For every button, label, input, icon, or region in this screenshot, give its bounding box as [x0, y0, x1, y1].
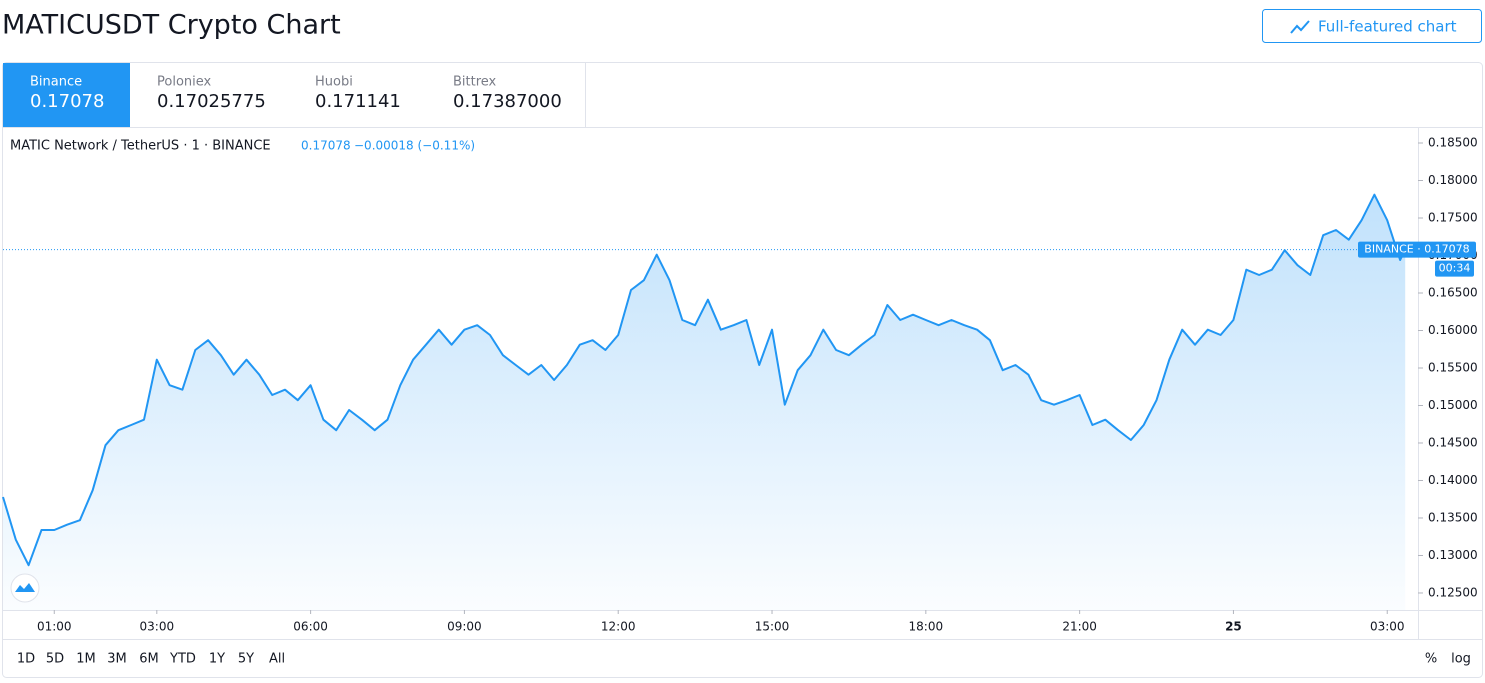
y-tick-label: 0.14500: [1428, 435, 1478, 449]
price-area: [3, 194, 1406, 610]
x-tick-label: 21:00: [1062, 620, 1097, 634]
tab-name[interactable]: Huobi: [315, 75, 353, 90]
range-button[interactable]: 5Y: [238, 652, 254, 667]
x-tick-label: 18:00: [909, 620, 944, 634]
range-button[interactable]: 1D: [17, 652, 35, 667]
x-tick-label: 06:00: [293, 620, 328, 634]
x-tick-label: 03:00: [1370, 620, 1405, 634]
y-tick-label: 0.16000: [1428, 323, 1478, 337]
y-tick-label: 0.17500: [1428, 210, 1478, 224]
page-title: MATICUSDT Crypto Chart: [2, 10, 341, 41]
x-tick-label: 15:00: [755, 620, 790, 634]
range-button[interactable]: 6M: [139, 652, 159, 667]
last-price-tag: [1358, 241, 1476, 258]
tab-name[interactable]: Binance: [30, 75, 82, 90]
legend-price: 0.17078: [301, 139, 351, 153]
tab-price[interactable]: 0.17025775: [157, 91, 266, 112]
tab-price[interactable]: 0.171141: [315, 91, 401, 112]
tab-name[interactable]: Bittrex: [453, 75, 497, 90]
y-tick-label: 0.18500: [1428, 135, 1478, 149]
y-tick-label: 0.14000: [1428, 473, 1478, 487]
full-chart-button[interactable]: [1262, 9, 1482, 43]
logo-icon: [15, 583, 35, 592]
exchange-tab[interactable]: [288, 63, 426, 127]
range-button[interactable]: 1M: [76, 652, 96, 667]
chart-title: MATIC Network / TetherUS · 1 · BINANCE: [10, 139, 271, 154]
range-button[interactable]: 5D: [46, 652, 64, 667]
tab-name[interactable]: Poloniex: [157, 75, 212, 90]
last-price-label: BINANCE · 0.17078: [1364, 243, 1469, 256]
y-tick-label: 0.13500: [1428, 510, 1478, 524]
y-tick-label: 0.16500: [1428, 285, 1478, 299]
button-label[interactable]: Full-featured chart: [1318, 18, 1457, 36]
y-tick-label: 0.12500: [1428, 585, 1478, 599]
y-tick-label: 0.15000: [1428, 398, 1478, 412]
legend-change: −0.00018 (−0.11%): [354, 139, 475, 153]
tab-price[interactable]: 0.17387000: [453, 91, 562, 112]
price-line: [2, 193, 1407, 567]
range-button[interactable]: 1Y: [209, 652, 225, 667]
countdown-label: 00:34: [1439, 262, 1471, 275]
y-tick-label: 0.13000: [1428, 548, 1478, 562]
x-tick-label: 25: [1225, 620, 1242, 634]
range-button[interactable]: YTD: [169, 652, 196, 667]
y-tick-label: 0.18000: [1428, 173, 1478, 187]
scale-button[interactable]: log: [1451, 652, 1471, 667]
countdown-tag: [1435, 260, 1474, 277]
y-tick-label: 0.15500: [1428, 360, 1478, 374]
tab-price[interactable]: 0.17078: [30, 91, 104, 112]
chart-icon: [1290, 20, 1310, 34]
exchange-tab[interactable]: [130, 63, 288, 127]
exchange-tab[interactable]: [426, 63, 585, 127]
x-tick-label: 01:00: [37, 620, 72, 634]
range-button[interactable]: 3M: [107, 652, 127, 667]
exchange-tab[interactable]: [3, 63, 130, 127]
scale-button[interactable]: %: [1425, 652, 1437, 667]
x-tick-label: 12:00: [601, 620, 636, 634]
range-button[interactable]: All: [269, 652, 285, 667]
x-tick-label: 09:00: [447, 620, 482, 634]
x-tick-label: 03:00: [140, 620, 175, 634]
